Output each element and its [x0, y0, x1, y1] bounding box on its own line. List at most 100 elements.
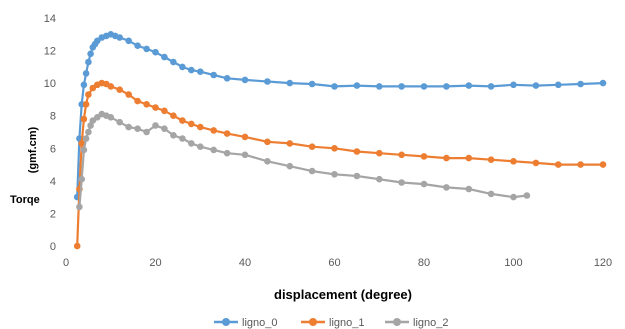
data-point-ligno_2 — [376, 175, 383, 183]
data-point-ligno_2 — [125, 123, 132, 131]
legend-marker-ligno_2 — [393, 318, 401, 326]
data-point-ligno_0 — [134, 42, 141, 49]
data-point-ligno_1 — [188, 120, 195, 128]
data-point-ligno_0 — [143, 45, 150, 53]
data-point-ligno_2 — [152, 122, 159, 129]
data-point-ligno_1 — [152, 104, 159, 111]
data-point-ligno_0 — [152, 48, 159, 56]
data-point-ligno_1 — [210, 127, 217, 134]
data-point-ligno_2 — [188, 140, 195, 147]
x-tick-label: 0 — [63, 257, 69, 269]
data-point-ligno_2 — [82, 135, 90, 142]
y-tick-label: 14 — [44, 13, 56, 25]
data-point-ligno_1 — [599, 161, 607, 168]
legend-label-ligno_1: ligno_1 — [329, 317, 364, 329]
legend-marker-ligno_0 — [222, 318, 230, 326]
y-tick-label: 6 — [50, 143, 56, 155]
data-point-ligno_0 — [420, 83, 428, 90]
data-point-ligno_2 — [398, 179, 405, 186]
legend-marker-ligno_1 — [309, 318, 317, 326]
data-point-ligno_0 — [555, 81, 562, 89]
legend-item-ligno_2: ligno_2 — [385, 317, 448, 329]
data-point-ligno_1 — [577, 161, 584, 168]
data-point-ligno_2 — [197, 143, 204, 150]
data-point-ligno_2 — [85, 128, 92, 136]
data-point-ligno_1 — [170, 112, 177, 119]
y-axis-title-line2: (gmf.cm) — [27, 126, 39, 173]
data-point-ligno_1 — [125, 91, 132, 98]
data-point-ligno_2 — [134, 125, 141, 132]
x-tick-label: 60 — [328, 257, 340, 269]
data-point-ligno_2 — [353, 172, 361, 180]
data-point-ligno_2 — [210, 146, 217, 154]
data-point-ligno_1 — [82, 101, 90, 108]
data-point-ligno_1 — [487, 156, 495, 163]
y-tick-label: 12 — [44, 46, 56, 58]
data-point-ligno_1 — [78, 140, 85, 147]
data-point-ligno_1 — [376, 149, 383, 157]
data-point-ligno_0 — [510, 81, 517, 89]
data-point-ligno_0 — [599, 79, 607, 87]
data-point-ligno_1 — [223, 130, 231, 137]
data-point-ligno_2 — [510, 193, 517, 201]
x-tick-label: 80 — [418, 257, 430, 269]
y-tick-label: 0 — [50, 241, 56, 253]
data-point-ligno_0 — [398, 83, 405, 90]
series-line-ligno_0 — [76, 33, 604, 198]
data-point-ligno_0 — [223, 75, 231, 82]
data-point-ligno_2 — [80, 146, 88, 154]
data-point-ligno_0 — [465, 82, 473, 89]
legend-label-ligno_2: ligno_2 — [413, 317, 448, 329]
data-point-ligno_0 — [87, 50, 94, 58]
series-ligno_2 — [76, 110, 531, 211]
legend-item-ligno_0: ligno_0 — [214, 317, 277, 329]
data-point-ligno_0 — [376, 83, 383, 90]
data-point-ligno_0 — [161, 53, 168, 61]
data-point-ligno_1 — [398, 151, 405, 159]
data-point-ligno_1 — [143, 101, 150, 108]
data-point-ligno_2 — [241, 151, 249, 159]
data-point-ligno_2 — [76, 203, 83, 211]
data-point-ligno_2 — [170, 132, 177, 139]
data-point-ligno_0 — [85, 58, 92, 66]
data-point-ligno_2 — [161, 125, 168, 132]
data-point-ligno_0 — [125, 37, 132, 45]
x-tick-label: 40 — [239, 257, 251, 269]
legend: ligno_0 ligno_1 ligno_2 — [214, 317, 448, 329]
data-point-ligno_1 — [107, 83, 115, 90]
data-point-ligno_0 — [116, 34, 123, 41]
y-axis-title-line1: Torqe — [10, 194, 40, 206]
data-point-ligno_0 — [241, 76, 249, 84]
data-point-ligno_0 — [353, 82, 361, 89]
series-line-ligno_2 — [78, 112, 528, 207]
data-point-ligno_2 — [286, 162, 294, 170]
data-point-ligno_1 — [197, 123, 204, 131]
data-point-ligno_0 — [487, 83, 495, 90]
legend-item-ligno_1: ligno_1 — [301, 317, 364, 329]
data-point-ligno_0 — [170, 58, 177, 66]
data-point-ligno_2 — [264, 158, 271, 165]
data-point-ligno_1 — [443, 154, 450, 162]
data-point-ligno_2 — [107, 114, 115, 121]
data-point-ligno_2 — [443, 184, 450, 191]
legend-label-ligno_0: ligno_0 — [242, 317, 277, 329]
data-point-ligno_2 — [487, 190, 495, 198]
data-point-ligno_2 — [308, 167, 316, 175]
data-point-ligno_0 — [80, 81, 88, 89]
data-point-ligno_0 — [179, 63, 186, 71]
data-point-ligno_1 — [510, 158, 517, 165]
x-axis-ticks: 0 20 40 60 80 100 120 — [63, 257, 612, 269]
data-point-ligno_1 — [134, 97, 141, 105]
data-point-ligno_1 — [555, 161, 562, 168]
data-point-ligno_1 — [85, 91, 92, 98]
data-point-ligno_0 — [443, 83, 450, 90]
data-point-ligno_1 — [420, 153, 428, 160]
data-point-ligno_1 — [116, 86, 123, 93]
x-tick-label: 20 — [149, 257, 161, 269]
data-point-ligno_0 — [286, 79, 294, 87]
data-point-ligno_0 — [308, 80, 316, 88]
data-point-ligno_2 — [223, 149, 231, 157]
data-point-ligno_0 — [331, 83, 338, 90]
data-point-ligno_1 — [80, 115, 88, 123]
data-point-ligno_0 — [210, 71, 217, 79]
